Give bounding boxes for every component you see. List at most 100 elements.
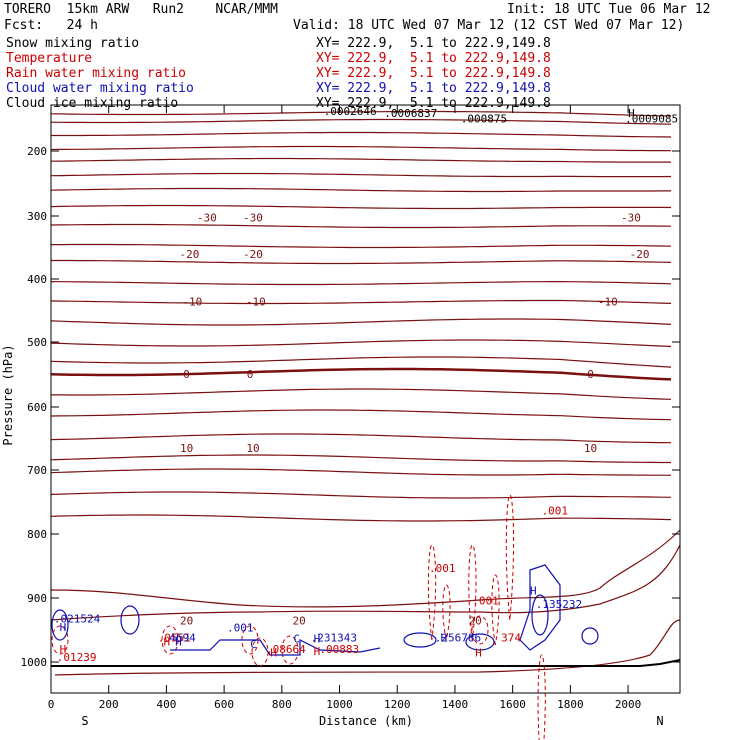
label-layer: -30 -30 -30 -20 -20 -20 -10 -10 -10 0 0 0 10 10 10 20 20…	[54, 105, 678, 664]
temperature-label: 20	[180, 614, 193, 627]
legend-cloud-water: Cloud water mixing ratio	[6, 81, 194, 96]
legend-snow: Snow mixing ratio	[6, 36, 140, 51]
rain-label: .00883	[319, 643, 359, 656]
legend-temperature: Temperature	[6, 51, 93, 66]
y-tick-label: 600	[27, 401, 47, 414]
rain-label: 374	[501, 632, 521, 645]
forecast-hour: Fcst: 24 h	[4, 18, 98, 33]
cloud-water-label: .135232	[536, 598, 582, 611]
temperature-label: 10	[584, 442, 597, 455]
rain-contour	[505, 494, 515, 621]
y-tick-label: 700	[27, 464, 47, 477]
extremum-marker: H	[270, 646, 277, 659]
cloud-water-label: 4694	[169, 632, 196, 645]
isotherm-line	[50, 356, 672, 368]
isotherm-line	[50, 281, 672, 286]
isotherm-line	[50, 454, 671, 464]
rain-contour	[51, 625, 69, 655]
temperature-label: 0	[247, 368, 254, 381]
isotherm-line	[50, 529, 681, 608]
cloud-water-contour	[120, 605, 140, 635]
extremum-marker: H	[175, 636, 182, 649]
contour-layer	[50, 110, 681, 740]
isotherm-line	[50, 204, 672, 210]
legend-rain-xy: XY= 222.9, 5.1 to 222.9,149.8	[316, 66, 551, 81]
isotherm-line	[50, 299, 672, 305]
x-tick-label: 1000	[326, 698, 353, 711]
legend-temperature-xy: XY= 222.9, 5.1 to 222.9,149.8	[316, 51, 551, 66]
temperature-label: 0	[587, 368, 594, 381]
valid-time: Valid: 18 UTC Wed 07 Mar 12 (12 CST Wed …	[293, 18, 685, 33]
legend-cloud-water-xy: XY= 222.9, 5.1 to 222.9,149.8	[316, 81, 551, 96]
init-time: Init: 18 UTC Tue 06 Mar 12	[507, 2, 711, 17]
model-title: TORERO 15km ARW Run2 NCAR/MMM	[4, 2, 278, 17]
temperature-label: -20	[243, 248, 263, 261]
isotherm-line	[50, 318, 672, 326]
isotherm-line	[50, 339, 672, 348]
extremum-marker: H	[441, 632, 448, 645]
rain-contour	[471, 615, 489, 645]
rain-contour	[537, 654, 546, 740]
x-tick-label: 1200	[384, 698, 411, 711]
isotherm-line	[50, 544, 681, 621]
isotherm-line	[50, 409, 672, 421]
rain-label: .001	[472, 595, 499, 608]
isotherm-line	[50, 468, 672, 476]
rain-label: .001	[429, 562, 456, 575]
legend-cloud-ice-xy: XY= 222.9, 5.1 to 222.9,149.8	[316, 96, 551, 111]
legend-rain: Rain water mixing ratio	[6, 66, 187, 81]
plot-frame	[50, 104, 681, 694]
isotherm-line	[50, 491, 672, 499]
x-axis-left-endpoint: S	[81, 714, 88, 728]
cloud-water-contour	[51, 609, 69, 641]
extremum-marker: H	[314, 632, 321, 645]
y-tick-label: 500	[27, 336, 47, 349]
x-axis-label: Distance (km)	[319, 714, 413, 728]
temperature-label: -10	[182, 296, 202, 309]
terrain-line	[51, 659, 681, 667]
y-tick-label: 300	[27, 210, 47, 223]
rain-contour	[468, 544, 477, 641]
cloud-water-label: .001	[227, 621, 254, 634]
extremum-marker: H	[314, 645, 321, 658]
extremum-marker: H	[628, 107, 635, 120]
x-tick-label: 600	[214, 698, 234, 711]
isotherm-line	[50, 145, 672, 152]
x-tick-label: 0	[48, 698, 55, 711]
temperature-label: -20	[180, 248, 200, 261]
rain-label: .08664	[266, 643, 306, 656]
y-tick-label: 800	[27, 528, 47, 541]
extremum-marker: H	[60, 621, 67, 634]
cloud-water-label: .021524	[54, 612, 101, 625]
rain-label: .001	[542, 504, 569, 517]
rain-contour	[442, 584, 451, 641]
y-tick-label: 1000	[21, 656, 48, 669]
y-tick-label: 900	[27, 592, 47, 605]
extremum-marker: H	[60, 643, 67, 656]
x-tick-label: 400	[156, 698, 176, 711]
cloud-water-contour	[519, 564, 561, 651]
temperature-label: -30	[621, 211, 641, 224]
snow-label: .0002646	[324, 105, 377, 118]
snow-label: .000875	[461, 113, 507, 126]
isotherm-line	[50, 110, 672, 117]
isotherm-line	[51, 131, 672, 138]
isotherm-line	[51, 243, 672, 249]
rain-contour	[281, 635, 299, 665]
snow-label: .0009085	[625, 113, 678, 126]
x-tick-label: 1800	[557, 698, 584, 711]
isotherm-line	[50, 172, 672, 178]
y-tick-label: 400	[27, 273, 47, 286]
snow-label: .0006837	[384, 107, 437, 120]
x-tick-label: 2000	[615, 698, 642, 711]
isotherm-line	[50, 157, 671, 163]
isotherm-line	[50, 514, 672, 522]
cloud-water-contour	[581, 627, 599, 645]
temperature-label: 10	[246, 442, 259, 455]
isotherm-line	[50, 187, 671, 193]
temperature-label: -20	[630, 248, 650, 261]
rain-contour	[161, 625, 179, 655]
legend-cloud-ice: Cloud ice mixing ratio	[6, 96, 179, 111]
rain-contour	[491, 574, 500, 646]
temperature-label: -10	[598, 296, 618, 309]
